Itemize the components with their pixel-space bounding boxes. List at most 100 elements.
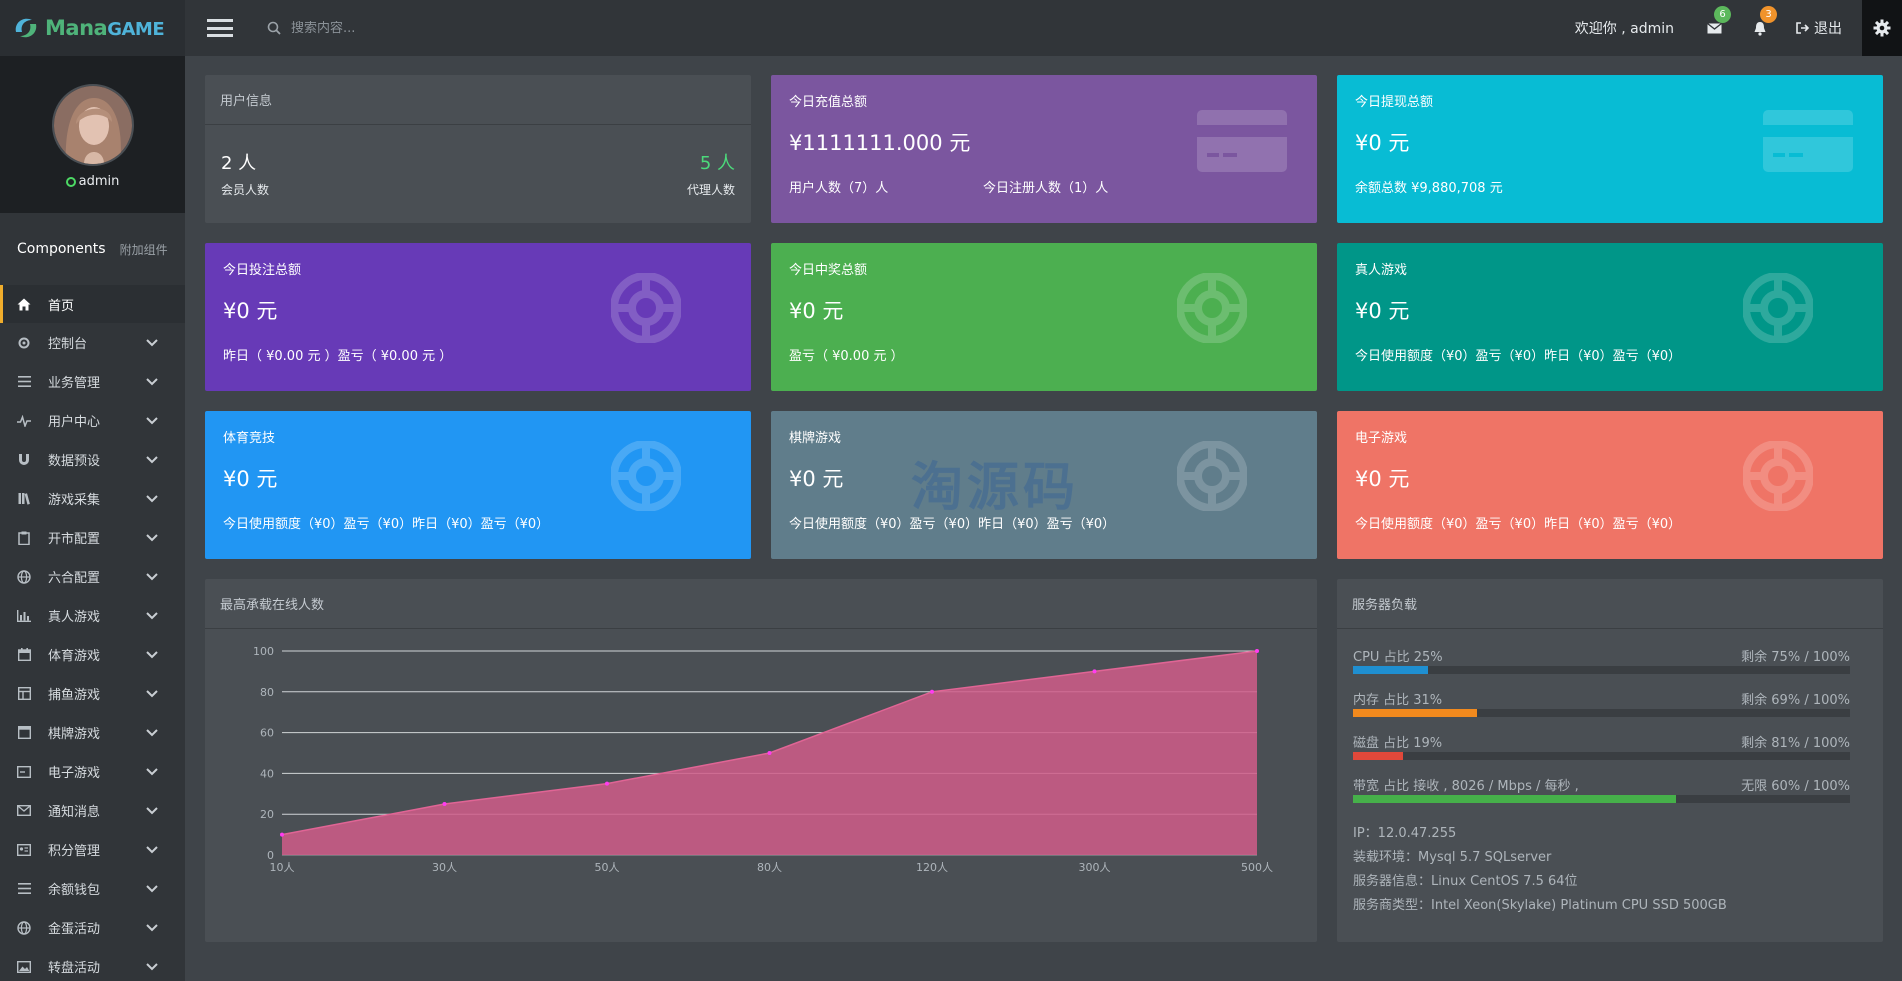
sidebar-item-11[interactable]: 捕鱼游戏 <box>0 674 185 713</box>
bet-card[interactable]: 今日投注总额 ¥0 元 昨日（ ¥0.00 元 ）盈亏（ ¥0.00 元 ） <box>205 243 751 391</box>
sidebar-item-6[interactable]: 游戏采集 <box>0 479 185 518</box>
x-tick-label: 80人 <box>757 861 782 874</box>
win-value: ¥0 元 <box>789 299 844 323</box>
y-tick-label: 80 <box>260 686 274 699</box>
sidebar-item-label: 电子游戏 <box>48 766 101 781</box>
notifications-button[interactable]: 3 <box>1750 6 1777 38</box>
sidebar-item-14[interactable]: 通知消息 <box>0 791 185 830</box>
y-tick-label: 60 <box>260 727 274 740</box>
sidebar-item-18[interactable]: 转盘活动 <box>0 947 185 981</box>
layout-icon <box>17 687 31 701</box>
withdraw-card[interactable]: 今日提现总额 ¥0 元 余额总数 ¥9,880,708 元 <box>1337 75 1883 223</box>
books-icon <box>17 492 31 506</box>
chevron-down-icon <box>145 609 159 623</box>
sidebar-item-5[interactable]: 数据预设 <box>0 440 185 479</box>
components-title: Components <box>17 241 106 257</box>
settings-button[interactable] <box>1862 0 1902 56</box>
data-point <box>1255 649 1259 653</box>
lifebuoy-icon <box>611 273 681 343</box>
chevron-down-icon <box>145 375 159 389</box>
sidebar-item-17[interactable]: 金蛋活动 <box>0 908 185 947</box>
recharge-user-count: 用户人数（7）人 <box>789 181 889 196</box>
x-tick-label: 120人 <box>916 861 948 874</box>
recharge-card[interactable]: 今日充值总额 ¥1111111.000 元 用户人数（7）人 今日注册人数（1）… <box>771 75 1317 223</box>
sidebar-item-2[interactable]: 控制台 <box>0 323 185 362</box>
sidebar-nav: 首页控制台业务管理用户中心数据预设游戏采集开市配置 六合配置 真人游戏体育游戏捕鱼游… <box>0 285 185 981</box>
slots-card[interactable]: 电子游戏 ¥0 元 今日使用额度（¥0）盈亏（¥0）昨日（¥0）盈亏（¥0） <box>1337 411 1883 559</box>
credit-card-icon <box>1197 110 1287 172</box>
recharge-value: ¥1111111.000 元 <box>789 131 971 155</box>
x-tick-label: 30人 <box>432 861 457 874</box>
logout-button[interactable]: 退出 <box>1796 18 1842 38</box>
card-icon <box>17 765 31 779</box>
envelope-icon <box>17 804 31 818</box>
lifebuoy-icon <box>1177 273 1247 343</box>
sidebar: admin Components 附加组件 首页 控制台 业务管理 用户中心 数据预设游… <box>0 56 185 981</box>
sidebar-item-12[interactable]: 棋牌游戏 <box>0 713 185 752</box>
load-progress-fill <box>1353 752 1403 760</box>
sports-value: ¥0 元 <box>223 467 278 491</box>
server-info-line: 服务商类型：Intel Xeon(Skylake) Platinum CPU S… <box>1353 898 1727 913</box>
slots-value: ¥0 元 <box>1355 467 1410 491</box>
online-status-icon <box>65 176 76 187</box>
watermark: 淘源码 <box>911 458 1080 518</box>
online-area-chart: 0 20 40 60 80 100 10人 30人 50人 80人 120人 300人 500人 <box>253 645 1273 874</box>
sidebar-item-label: 通知消息 <box>48 805 101 820</box>
profile-panel: admin <box>0 56 185 213</box>
load-remaining: 剩余 81% / 100% <box>1741 736 1850 751</box>
image-icon <box>17 960 31 974</box>
sports-card[interactable]: 体育竞技 ¥0 元 今日使用额度（¥0）盈亏（¥0）昨日（¥0）盈亏（¥0） <box>205 411 751 559</box>
bell-icon <box>1754 21 1766 36</box>
lifebuoy-icon <box>1743 441 1813 511</box>
sidebar-item-label: 积分管理 <box>48 844 101 859</box>
server-load-title: 服务器负载 <box>1337 579 1883 629</box>
avatar[interactable] <box>51 84 134 166</box>
chess-card[interactable]: 淘源码 棋牌游戏 ¥0 元 今日使用额度（¥0）盈亏（¥0）昨日（¥0）盈亏（¥… <box>771 411 1317 559</box>
member-count-label: 会员人数 <box>221 183 270 197</box>
sidebar-item-8[interactable]: 六合配置 <box>0 557 185 596</box>
sidebar-item-16[interactable]: 余额钱包 <box>0 869 185 908</box>
sidebar-item-label: 业务管理 <box>48 376 101 391</box>
list-icon <box>17 375 31 389</box>
sidebar-item-4[interactable]: 用户中心 <box>0 401 185 440</box>
mail-button[interactable]: 6 <box>1704 6 1731 38</box>
win-card[interactable]: 今日中奖总额 ¥0 元 盈亏（ ¥0.00 元 ） <box>771 243 1317 391</box>
search-input[interactable] <box>291 20 511 36</box>
sidebar-item-10[interactable]: 体育游戏 <box>0 635 185 674</box>
server-load-row: 带宽 占比 接收 , 8026 / Mbps / 每秒 , 无限 60% / 10… <box>1337 761 1883 804</box>
server-load-row: 内存 占比 31% 剩余 69% / 100% <box>1337 675 1883 718</box>
brand-name: ManaGAME <box>45 16 165 40</box>
menu-toggle-button[interactable] <box>207 19 233 37</box>
logout-label: 退出 <box>1814 21 1842 37</box>
data-point <box>930 689 934 694</box>
brand-logo[interactable]: ManaGAME <box>0 0 185 56</box>
online-chart-title: 最高承载在线人数 <box>205 579 1317 629</box>
sidebar-item-1[interactable]: 首页 <box>0 285 185 323</box>
sidebar-item-label: 首页 <box>48 298 75 314</box>
sidebar-item-13[interactable]: 电子游戏 <box>0 752 185 791</box>
load-progress-bar <box>1353 752 1850 760</box>
sidebar-item-label: 游戏采集 <box>48 493 101 508</box>
withdraw-title: 今日提现总额 <box>1355 95 1434 110</box>
live-game-title: 真人游戏 <box>1355 263 1408 278</box>
data-point <box>280 832 284 837</box>
sidebar-item-15[interactable]: 积分管理 <box>0 830 185 869</box>
x-tick-label: 500人 <box>1241 861 1273 874</box>
sidebar-item-7[interactable]: 开市配置 <box>0 518 185 557</box>
win-sub: 盈亏（ ¥0.00 元 ） <box>789 349 904 364</box>
sidebar-item-label: 数据预设 <box>48 454 101 469</box>
search-box[interactable] <box>267 20 511 36</box>
sidebar-item-label: 体育游戏 <box>48 649 101 664</box>
bet-sub: 昨日（ ¥0.00 元 ）盈亏（ ¥0.00 元 ） <box>223 349 453 364</box>
sidebar-item-9[interactable]: 真人游戏 <box>0 596 185 635</box>
load-progress-bar <box>1353 666 1850 674</box>
load-remaining: 剩余 75% / 100% <box>1741 650 1850 665</box>
sidebar-item-3[interactable]: 业务管理 <box>0 362 185 401</box>
load-remaining: 剩余 69% / 100% <box>1741 693 1850 708</box>
sidebar-item-label: 控制台 <box>48 337 88 352</box>
envelope-icon <box>1706 22 1722 33</box>
live-game-card[interactable]: 真人游戏 ¥0 元 今日使用额度（¥0）盈亏（¥0）昨日（¥0）盈亏（¥0） <box>1337 243 1883 391</box>
credit-card-icon <box>1763 110 1853 172</box>
chevron-down-icon <box>145 726 159 740</box>
agent-count: 5 人 <box>699 153 735 174</box>
